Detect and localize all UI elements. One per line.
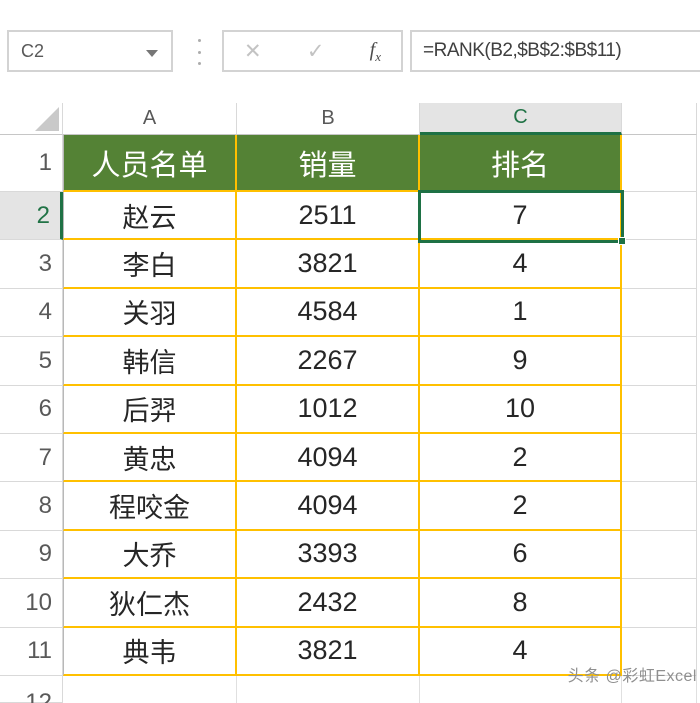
cell-B2[interactable]: 2511 (237, 192, 420, 241)
cell-B9[interactable]: 3393 (237, 530, 420, 580)
watermark: 头条 @彩虹Excel (567, 668, 697, 685)
cell-A8[interactable]: 程咬金 (63, 482, 237, 531)
grid-edge (697, 579, 700, 628)
row-header-6[interactable]: 6 (0, 385, 63, 434)
row-header-10[interactable]: 10 (0, 579, 63, 628)
cell-C4[interactable]: 1 (420, 288, 622, 338)
cell-D1[interactable] (622, 135, 697, 192)
cell-A9[interactable]: 大乔 (63, 530, 237, 580)
column-header-A[interactable]: A (63, 103, 237, 135)
name-box-value: C2 (21, 40, 45, 61)
column-header-B[interactable]: B (237, 103, 420, 135)
cell-B12[interactable] (237, 675, 420, 703)
row-header-8[interactable]: 8 (0, 482, 63, 531)
cell-A2[interactable]: 赵云 (63, 192, 237, 241)
cell-A12[interactable] (63, 675, 237, 703)
cell-B1[interactable]: 销量 (237, 135, 420, 192)
cell-C8[interactable]: 2 (420, 482, 622, 531)
grid-edge (697, 240, 700, 289)
row-header-1[interactable]: 1 (0, 135, 63, 192)
column-header-empty[interactable] (622, 103, 697, 135)
cell-A10[interactable]: 狄仁杰 (63, 579, 237, 628)
cell-B6[interactable]: 1012 (237, 385, 420, 434)
grid-edge (697, 530, 700, 580)
cell-D6[interactable] (622, 385, 697, 434)
cell-D7[interactable] (622, 433, 697, 483)
grid-edge (697, 103, 700, 135)
cell-C9[interactable]: 6 (420, 530, 622, 580)
row-header-12[interactable]: 12 (0, 675, 63, 703)
grid-edge (697, 192, 700, 241)
cell-A6[interactable]: 后羿 (63, 385, 237, 434)
row-header-2[interactable]: 2 (0, 192, 63, 241)
column-header-C[interactable]: C (420, 103, 622, 135)
cell-A4[interactable]: 关羽 (63, 288, 237, 338)
cell-D9[interactable] (622, 530, 697, 580)
row-header-11[interactable]: 11 (0, 627, 63, 676)
name-box-dropdown-icon[interactable] (146, 50, 158, 57)
cell-C7[interactable]: 2 (420, 433, 622, 483)
row-header-7[interactable]: 7 (0, 433, 63, 483)
cell-A7[interactable]: 黄忠 (63, 433, 237, 483)
grid-edge (697, 675, 700, 703)
select-all-corner[interactable] (0, 103, 63, 135)
cell-D10[interactable] (622, 579, 697, 628)
formula-input[interactable]: =RANK(B2,$B$2:$B$11) (410, 30, 700, 72)
grid-edge (697, 288, 700, 338)
cell-B11[interactable]: 3821 (237, 627, 420, 676)
cell-C5[interactable]: 9 (420, 337, 622, 386)
formula-bar-separator (193, 39, 205, 65)
cell-B10[interactable]: 2432 (237, 579, 420, 628)
grid-edge (697, 433, 700, 483)
grid-edge (697, 482, 700, 531)
grid-edge (697, 337, 700, 386)
cell-A11[interactable]: 典韦 (63, 627, 237, 676)
spreadsheet-grid: A B C 1 人员名单 销量 排名 2 赵云 2511 7 3 李白 3821 4 4 关羽 4584 1 5 韩信 2… (0, 103, 700, 703)
cancel-icon[interactable]: ✕ (244, 39, 262, 63)
formula-buttons: ✕ ✓ fx (222, 30, 403, 72)
row-header-3[interactable]: 3 (0, 240, 63, 289)
cell-D8[interactable] (622, 482, 697, 531)
cell-B3[interactable]: 3821 (237, 240, 420, 289)
grid-edge (697, 627, 700, 676)
insert-function-icon[interactable]: fx (369, 38, 381, 64)
formula-text: =RANK(B2,$B$2:$B$11) (423, 40, 622, 61)
enter-icon[interactable]: ✓ (306, 39, 325, 63)
name-box[interactable]: C2 (7, 30, 173, 72)
cell-C10[interactable]: 8 (420, 579, 622, 628)
cell-C3[interactable]: 4 (420, 240, 622, 289)
cell-A5[interactable]: 韩信 (63, 337, 237, 386)
cell-C6[interactable]: 10 (420, 385, 622, 434)
cell-D2[interactable] (622, 192, 697, 241)
cell-B8[interactable]: 4094 (237, 482, 420, 531)
cell-B5[interactable]: 2267 (237, 337, 420, 386)
cell-C2[interactable]: 7 (420, 192, 622, 241)
cell-D3[interactable] (622, 240, 697, 289)
cell-D11[interactable] (622, 627, 697, 676)
cell-A1[interactable]: 人员名单 (63, 135, 237, 192)
cell-B7[interactable]: 4094 (237, 433, 420, 483)
grid-edge (697, 385, 700, 434)
cell-D5[interactable] (622, 337, 697, 386)
cell-B4[interactable]: 4584 (237, 288, 420, 338)
row-header-5[interactable]: 5 (0, 337, 63, 386)
select-all-triangle-icon (35, 107, 59, 131)
cell-A3[interactable]: 李白 (63, 240, 237, 289)
formula-bar: C2 ✕ ✓ fx =RANK(B2,$B$2:$B$11) (0, 30, 700, 72)
cell-D12[interactable] (622, 675, 697, 703)
cell-C1[interactable]: 排名 (420, 135, 622, 192)
cell-C11[interactable]: 4 (420, 627, 622, 676)
grid-edge (697, 135, 700, 192)
cell-C12[interactable] (420, 675, 622, 703)
row-header-9[interactable]: 9 (0, 530, 63, 580)
cell-D4[interactable] (622, 288, 697, 338)
row-header-4[interactable]: 4 (0, 288, 63, 338)
